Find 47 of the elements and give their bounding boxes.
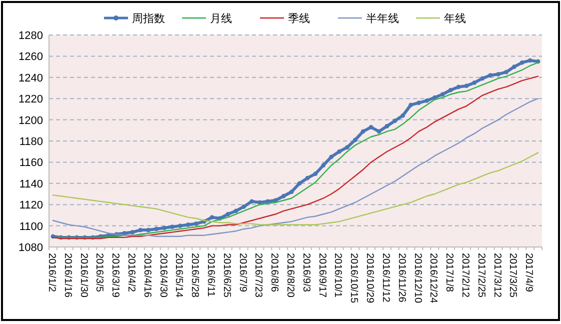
xtick: 2016/8/6 (268, 253, 280, 292)
xtick: 2017/3/12 (491, 253, 502, 298)
xtick: 2016/5/14 (173, 253, 184, 298)
xtick: 2016/6/25 (220, 253, 232, 298)
xtick: 2016/10/15 (348, 253, 360, 304)
ytick: 1160 (19, 157, 43, 170)
xtick: 2017/2/12 (459, 253, 470, 298)
ytick: 1280 (18, 30, 43, 42)
legend-label: 年线 (444, 13, 466, 25)
legend-label: 月线 (210, 13, 232, 25)
xtick: 2016/1/2 (46, 253, 57, 292)
ytick: 1140 (19, 178, 43, 190)
xtick: 2016/7/9 (236, 253, 248, 292)
ytick: 1180 (19, 136, 43, 148)
legend-label: 季线 (288, 13, 310, 25)
xtick: 2016/12/24 (428, 253, 439, 304)
ytick: 1100 (19, 220, 43, 233)
ytick: 1080 (18, 242, 43, 254)
xtick: 2016/10/1 (332, 253, 344, 298)
xtick: 2016/11/26 (396, 253, 407, 302)
xtick: 2017/1/8 (444, 253, 455, 292)
ytick: 1120 (19, 200, 43, 212)
xtick: 2016/9/3 (300, 253, 312, 292)
xtick: 2016/7/23 (252, 253, 264, 298)
xtick: 2016/10/29 (364, 253, 376, 304)
ytick: 1200 (18, 114, 43, 127)
xtick: 2017/4/9 (523, 253, 534, 292)
xtick: 2017/3/25 (507, 253, 518, 298)
ytick: 1240 (18, 72, 43, 84)
xtick: 2016/4/30 (157, 253, 168, 298)
xtick: 2016/9/17 (316, 253, 328, 298)
xtick: 2016/6/11 (205, 253, 216, 297)
legend-label: 半年线 (366, 13, 399, 25)
xtick: 2016/12/10 (412, 253, 423, 304)
xtick: 2017/2/25 (475, 253, 486, 298)
xtick: 2016/4/16 (141, 253, 152, 298)
xtick: 2016/8/20 (284, 253, 296, 298)
xtick: 2016/11/12 (380, 253, 391, 302)
xtick: 2016/5/28 (189, 253, 200, 298)
xtick: 2016/1/16 (62, 253, 73, 298)
xtick: 2016/3/19 (110, 253, 121, 298)
xtick: 2016/3/5 (94, 253, 105, 292)
xtick: 2016/4/2 (126, 253, 136, 292)
ytick: 1260 (18, 51, 43, 64)
legend-label: 周指数 (132, 13, 165, 25)
ytick: 1220 (18, 94, 43, 106)
xtick: 2016/1/30 (78, 253, 89, 298)
